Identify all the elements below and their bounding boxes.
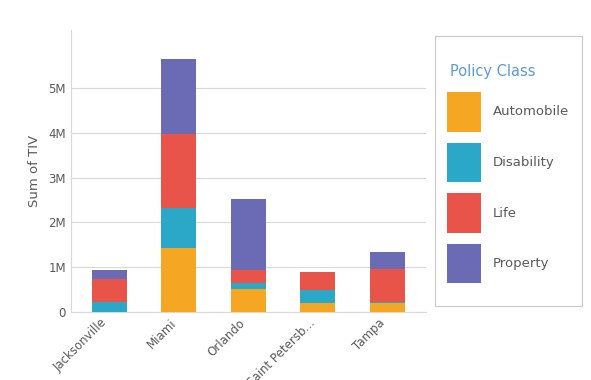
FancyBboxPatch shape bbox=[447, 193, 480, 233]
Bar bbox=[370, 302, 405, 303]
Bar bbox=[370, 269, 405, 302]
Bar bbox=[231, 283, 265, 289]
Bar bbox=[161, 248, 196, 312]
Bar bbox=[300, 272, 335, 290]
Bar bbox=[231, 289, 265, 312]
Bar bbox=[370, 252, 405, 269]
Text: Life: Life bbox=[493, 207, 517, 220]
Bar bbox=[161, 59, 196, 135]
Text: Property: Property bbox=[493, 257, 550, 270]
Bar bbox=[231, 270, 265, 283]
Bar bbox=[92, 302, 126, 312]
FancyBboxPatch shape bbox=[447, 143, 480, 182]
FancyBboxPatch shape bbox=[434, 36, 582, 306]
Bar bbox=[92, 270, 126, 279]
FancyBboxPatch shape bbox=[447, 92, 480, 131]
FancyBboxPatch shape bbox=[447, 244, 480, 283]
Bar bbox=[161, 208, 196, 248]
Bar bbox=[300, 290, 335, 303]
Y-axis label: Sum of TIV: Sum of TIV bbox=[28, 135, 41, 207]
Bar bbox=[300, 303, 335, 312]
Bar bbox=[92, 279, 126, 302]
Text: Policy Class: Policy Class bbox=[450, 64, 535, 79]
Bar bbox=[370, 303, 405, 312]
Bar bbox=[161, 135, 196, 208]
Text: Automobile: Automobile bbox=[493, 105, 569, 119]
Text: Disability: Disability bbox=[493, 156, 554, 169]
Bar bbox=[231, 199, 265, 270]
